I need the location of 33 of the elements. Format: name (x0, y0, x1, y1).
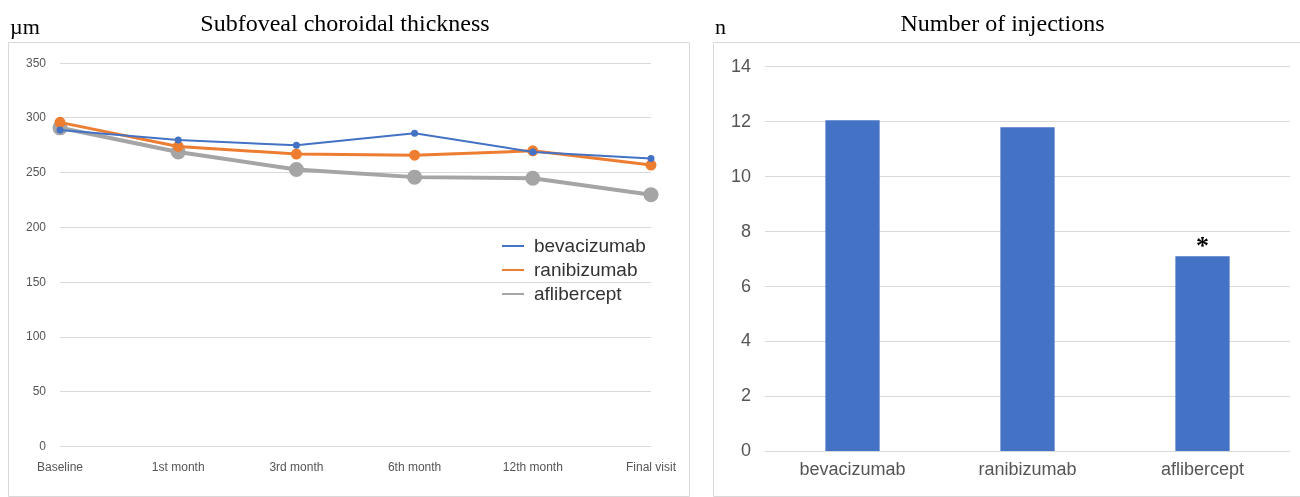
legend-label: bevacizumab (533, 234, 646, 257)
y-tick-label: 0 (741, 440, 752, 461)
x-tick-label: 3rd month (269, 460, 324, 475)
x-tick-label: ranibizumab (978, 459, 1077, 480)
y-axis-title: n (715, 14, 726, 40)
y-tick-label: 250 (25, 165, 47, 180)
y-tick-label: 350 (25, 55, 47, 70)
y-tick-label: 4 (741, 330, 752, 351)
y-tick-label: 100 (25, 329, 47, 344)
y-tick-label: 150 (25, 274, 47, 289)
x-tick-label: aflibercept (1160, 459, 1245, 480)
y-tick-label: 14 (730, 55, 752, 76)
legend-label: ranibizumab (533, 258, 638, 281)
y-tick-label: 0 (39, 438, 47, 453)
x-tick-label: Baseline (37, 460, 84, 475)
y-tick-label: 50 (32, 384, 47, 399)
y-tick-label: 300 (25, 110, 47, 125)
x-tick-label: bevacizumab (799, 459, 906, 480)
y-tick-label: 2 (741, 385, 752, 406)
annotation: * (1196, 231, 1209, 261)
x-tick-label: 1st month (151, 460, 205, 475)
y-tick-label: 6 (741, 275, 752, 296)
x-tick-label: Final visit (625, 460, 677, 475)
y-tick-label: 8 (741, 220, 752, 241)
y-axis-title: µm (10, 14, 40, 40)
y-tick-label: 10 (730, 165, 752, 186)
y-tick-label: 200 (25, 219, 47, 234)
y-tick-label: 12 (730, 110, 752, 131)
x-tick-label: 6th month (387, 460, 442, 475)
chart-title: Number of injections (900, 10, 1105, 36)
chart-title: Subfoveal choroidal thickness (200, 10, 490, 36)
legend-label: aflibercept (533, 282, 622, 305)
x-tick-label: 12th month (502, 460, 563, 475)
